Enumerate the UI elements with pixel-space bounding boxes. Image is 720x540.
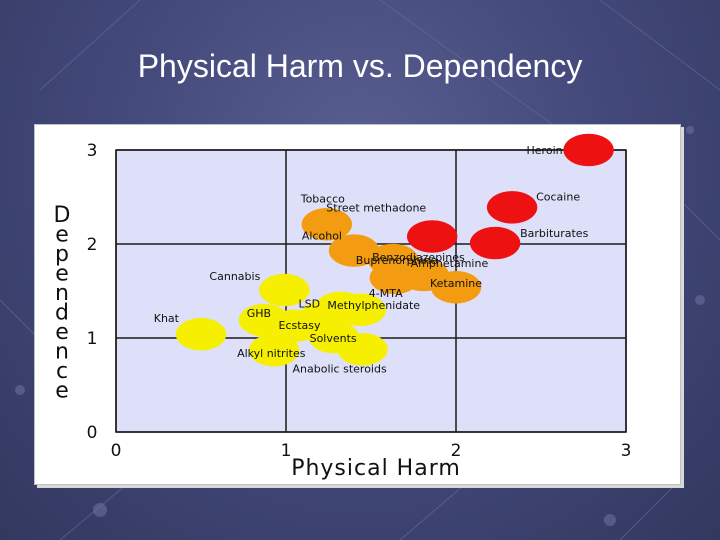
bubble-cocaine xyxy=(486,191,538,224)
point-label: Barbiturates xyxy=(520,227,588,240)
x-tick-label: 3 xyxy=(621,441,632,461)
point-label: Ecstasy xyxy=(279,319,322,332)
y-tick-label: 2 xyxy=(87,235,98,255)
point-label: Alcohol xyxy=(302,230,342,243)
bubble-tobacco xyxy=(301,208,353,241)
point-label: Solvents xyxy=(310,332,357,345)
point-label: LSD xyxy=(299,297,321,310)
point-label: Amphetamine xyxy=(411,257,489,270)
bubble-ketamine xyxy=(430,270,482,304)
y-tick-label: 1 xyxy=(87,329,98,349)
point-label: GHB xyxy=(247,307,271,320)
point-label: Benzodiazepines xyxy=(372,251,465,264)
point-label: Methylphenidate xyxy=(327,299,420,312)
slide-title: Physical Harm vs. Dependency xyxy=(137,48,583,84)
point-label: Cannabis xyxy=(209,270,260,283)
y-tick-label: 3 xyxy=(87,141,98,161)
data-points xyxy=(175,133,614,367)
x-tick-label: 2 xyxy=(451,441,462,461)
plot-area xyxy=(115,149,627,433)
bubble-heroin xyxy=(563,133,614,167)
point-labels: Heroin Cocaine Street methadone Barbiturate… xyxy=(154,144,589,375)
point-label: Anabolic steroids xyxy=(293,362,387,375)
x-tick-label: 1 xyxy=(281,441,292,461)
bubble-khat xyxy=(175,317,227,351)
point-label: Tobacco xyxy=(300,192,345,205)
point-label: 4-MTA xyxy=(369,287,403,300)
x-axis-title: Physical Harm xyxy=(291,456,461,481)
point-label: Buprenorphine xyxy=(356,254,438,267)
scatter-chart: 0 1 2 3 0 1 2 3 Heroin Cocaine Street methadone Ba… xyxy=(54,133,632,481)
bubble-alkyl-nitrites xyxy=(248,333,300,367)
point-label: Khat xyxy=(154,312,180,325)
bubble-street-methadone xyxy=(406,220,458,253)
bubble-barbiturates xyxy=(469,226,521,260)
point-label: Ketamine xyxy=(430,277,482,290)
point-label: Street methadone xyxy=(326,201,426,214)
point-label: Cocaine xyxy=(536,190,580,203)
tick-labels: 0 1 2 3 0 1 2 3 xyxy=(87,141,632,461)
x-tick-label: 0 xyxy=(111,441,122,461)
bubble-cannabis xyxy=(259,273,310,307)
point-label: Heroin xyxy=(527,144,563,157)
point-label: Alkyl nitrites xyxy=(237,347,306,360)
chart-frame: 0 1 2 3 0 1 2 3 Heroin Cocaine Street methadone Ba… xyxy=(34,124,681,485)
bubble-anabolic-steroids xyxy=(337,333,388,366)
y-tick-label: 0 xyxy=(87,423,98,443)
